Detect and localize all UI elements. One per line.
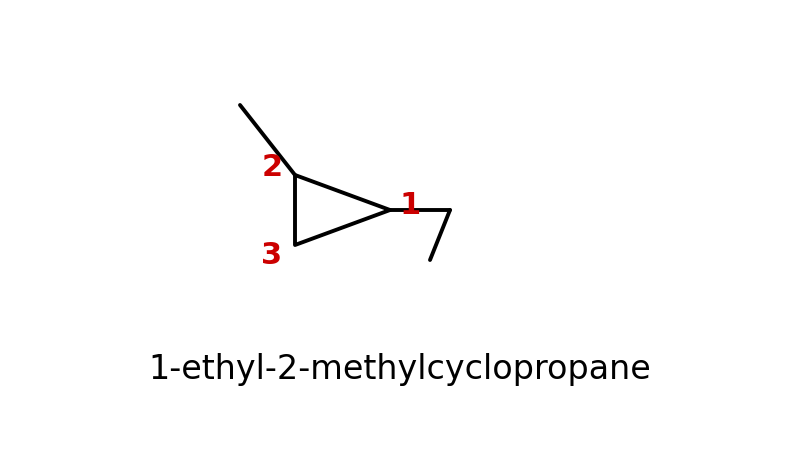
Text: 1-ethyl-2-methylcyclopropane: 1-ethyl-2-methylcyclopropane bbox=[149, 354, 651, 387]
Text: 3: 3 bbox=[262, 240, 282, 270]
Text: 1: 1 bbox=[399, 190, 421, 220]
Text: 2: 2 bbox=[262, 153, 282, 183]
